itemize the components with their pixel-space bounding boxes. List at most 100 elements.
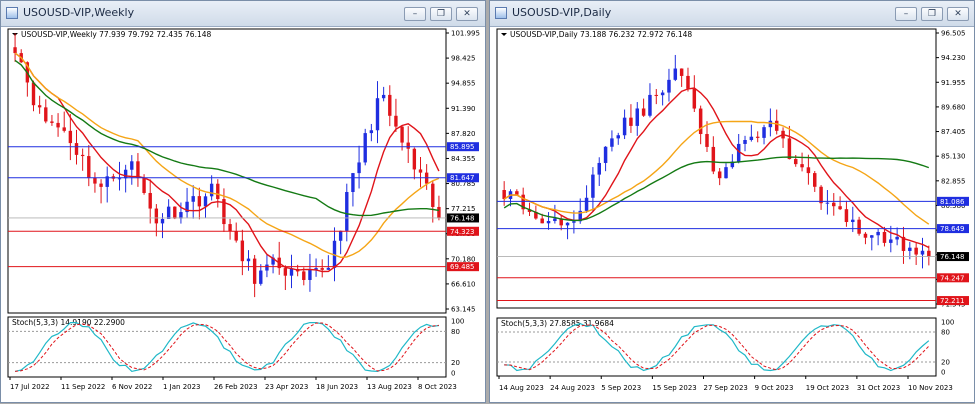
price-tick-label: 63.145 (451, 306, 476, 314)
weekly-chart-window[interactable]: USOUSD-VIP,Weekly – ❐ ✕ USOUSD-VIP,Weekl… (0, 0, 486, 403)
level-price-label: 69.485 (450, 263, 475, 271)
level-price-label: 78.649 (940, 225, 965, 233)
x-axis-label: 13 Aug 2023 (367, 383, 412, 391)
candle-body (819, 186, 823, 204)
price-tick-label: 91.955 (941, 79, 966, 87)
price-tick-label: 87.820 (451, 130, 476, 138)
candle-body (870, 235, 874, 238)
candle-body (246, 258, 251, 262)
close-button[interactable]: ✕ (947, 7, 969, 21)
stochastic-main-line (504, 322, 930, 372)
price-tick-label: 80.785 (451, 180, 476, 188)
level-price-tag (937, 224, 969, 234)
candle-body (80, 154, 85, 157)
x-axis-label: 26 Feb 2023 (214, 383, 258, 391)
price-tick-label: 84.355 (451, 155, 476, 163)
stochastic-tick-label: 0 (941, 369, 945, 377)
candle-body (768, 120, 773, 128)
candle-body (338, 230, 343, 241)
candle-body (762, 127, 766, 138)
candle-body (289, 268, 294, 276)
x-axis-label: 18 Jun 2023 (316, 383, 358, 391)
candle-body (597, 162, 601, 175)
candle-body (895, 236, 899, 240)
candle-body (825, 202, 830, 204)
level-price-label: 81.647 (450, 174, 475, 182)
candle-body (234, 231, 238, 241)
candle-body (812, 173, 817, 187)
last-price-tag (937, 252, 969, 262)
chart-header: USOUSD-VIP,Weekly 77.939 79.792 72.435 7… (21, 30, 212, 39)
level-price-tag (447, 262, 479, 272)
stochastic-tick-label: 20 (451, 359, 460, 367)
candle-body (173, 206, 177, 219)
price-tick-label: 94.855 (451, 80, 476, 88)
x-axis-label: 9 Oct 2023 (755, 384, 794, 392)
candle-body (381, 94, 386, 99)
candle-body (216, 183, 220, 200)
level-price-tag (447, 142, 479, 152)
candle-body (711, 146, 716, 172)
mid-moving-average (503, 120, 930, 225)
restore-button[interactable]: ❐ (430, 7, 452, 21)
candle-body (222, 199, 226, 225)
daily-chart-canvas[interactable]: USOUSD-VIP,Daily 73.188 76.232 72.972 76… (490, 1, 975, 404)
close-button[interactable]: ✕ (456, 7, 478, 21)
candle-body (136, 161, 140, 179)
x-axis-label: 15 Sep 2023 (652, 384, 696, 392)
candle-body (375, 98, 380, 131)
daily-chart-window[interactable]: USOUSD-VIP,Daily – ❐ ✕ USOUSD-VIP,Daily … (489, 0, 975, 403)
candle-body (154, 208, 159, 224)
candle-body (56, 122, 60, 128)
stochastic-tick-label: 0 (451, 370, 455, 378)
candle-body (209, 183, 214, 197)
stochastic-tick-label: 80 (451, 328, 460, 336)
candle-body (74, 143, 79, 155)
stochastic-tick-label: 20 (941, 359, 950, 367)
candle-body (793, 159, 798, 165)
candle-body (13, 47, 17, 54)
minimize-button[interactable]: – (895, 7, 917, 21)
candle-body (228, 224, 232, 232)
candle-body (629, 117, 633, 126)
candle-body (130, 161, 134, 170)
candle-body (540, 218, 544, 224)
stochastic-panel (7, 316, 447, 378)
price-tick-label: 87.405 (941, 128, 966, 136)
candle-body (800, 164, 804, 168)
stochastic-tick-label: 100 (941, 319, 954, 327)
candle-body (584, 197, 589, 211)
weekly-title-bar[interactable]: USOUSD-VIP,Weekly – ❐ ✕ (1, 1, 485, 27)
x-axis-label: 8 Oct 2023 (418, 383, 457, 391)
restore-button[interactable]: ❐ (921, 7, 943, 21)
candle-body (698, 108, 703, 135)
candle-body (93, 177, 97, 184)
candle-body (920, 250, 925, 255)
candle-body (68, 130, 73, 144)
candle-body (546, 221, 551, 224)
daily-title-bar[interactable]: USOUSD-VIP,Daily – ❐ ✕ (490, 1, 974, 27)
candle-body (667, 79, 671, 93)
candle-body (160, 218, 165, 224)
weekly-chart-canvas[interactable]: USOUSD-VIP,Weekly 77.939 79.792 72.435 7… (1, 1, 487, 404)
last-price-label: 76.148 (940, 253, 965, 261)
candle-body (851, 219, 855, 223)
price-tick-label: 91.390 (451, 105, 476, 113)
level-price-label: 74.247 (940, 274, 965, 282)
level-price-tag (447, 173, 479, 183)
minimize-button[interactable]: – (404, 7, 426, 21)
level-price-tag (937, 296, 969, 306)
candle-body (259, 270, 263, 284)
candle-body (50, 121, 54, 123)
candle-body (265, 264, 269, 271)
candle-body (203, 196, 208, 207)
price-tick-label: 89.680 (941, 103, 966, 111)
candle-body (31, 82, 36, 106)
level-price-label: 74.323 (450, 228, 475, 236)
candle-body (863, 233, 868, 238)
daily-window-title: USOUSD-VIP,Daily (512, 6, 612, 19)
candle-body (394, 115, 398, 127)
x-axis-label: 14 Aug 2023 (499, 384, 544, 392)
candle-body (692, 88, 697, 109)
candle-body (806, 167, 811, 174)
